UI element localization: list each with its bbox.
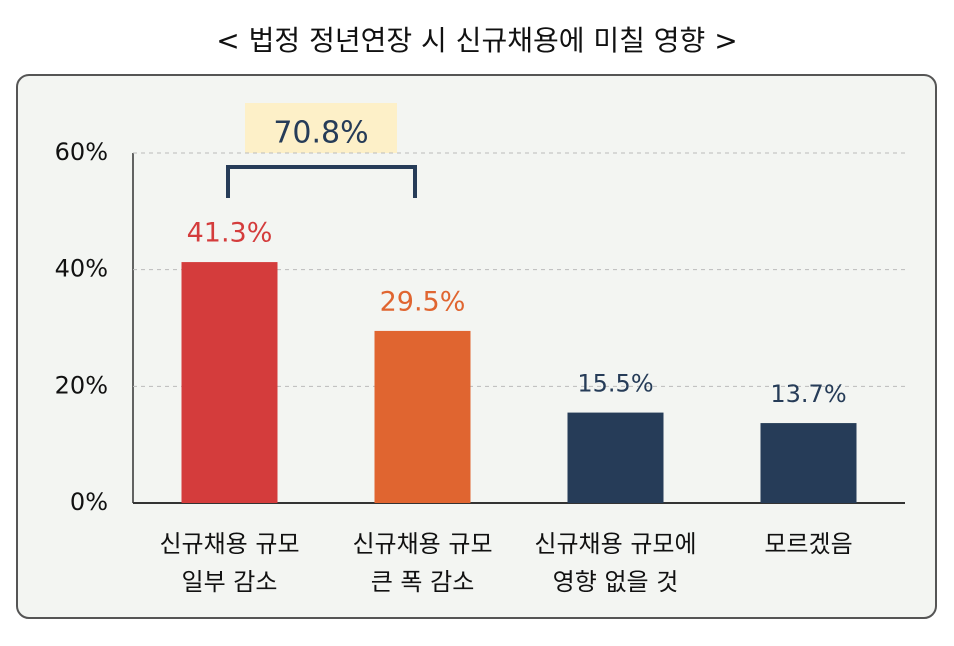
y-tick-label: 40% xyxy=(55,255,108,283)
value-label: 41.3% xyxy=(187,218,273,249)
bar xyxy=(374,330,471,503)
x-tick-label: 신규채용 규모 xyxy=(159,530,299,558)
bar xyxy=(181,262,278,503)
value-label: 29.5% xyxy=(380,286,466,317)
annotation-box xyxy=(245,103,397,153)
x-tick-label: 영향 없을 것 xyxy=(553,568,679,596)
bracket xyxy=(226,165,417,198)
value-label: 13.7% xyxy=(770,380,846,408)
value-label: 15.5% xyxy=(577,370,653,398)
chart-title: < 법정 정년연장 시 신규채용에 미칠 영향 > xyxy=(216,24,737,57)
bar xyxy=(760,423,857,503)
y-tick-label: 0% xyxy=(70,488,108,516)
x-tick-label: 신규채용 규모에 xyxy=(534,530,696,558)
x-tick-label: 큰 폭 감소 xyxy=(371,568,475,596)
x-tick-label: 일부 감소 xyxy=(182,568,278,596)
bar xyxy=(567,412,664,503)
x-tick-label: 신규채용 규모 xyxy=(352,530,492,558)
y-tick-label: 60% xyxy=(55,138,108,166)
annotation: 70.8% xyxy=(273,116,368,151)
x-tick-label: 모르겠음 xyxy=(764,530,852,558)
y-tick-label: 20% xyxy=(55,371,108,399)
